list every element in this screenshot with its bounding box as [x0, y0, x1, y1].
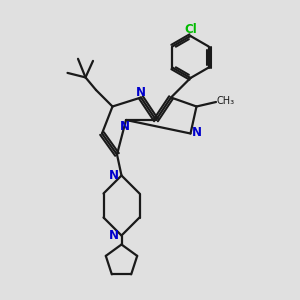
- Text: Cl: Cl: [185, 23, 197, 36]
- Text: N: N: [191, 125, 202, 139]
- Text: CH₃: CH₃: [217, 95, 235, 106]
- Text: N: N: [119, 120, 130, 133]
- Text: N: N: [136, 85, 146, 99]
- Text: N: N: [109, 229, 119, 242]
- Text: N: N: [109, 169, 119, 182]
